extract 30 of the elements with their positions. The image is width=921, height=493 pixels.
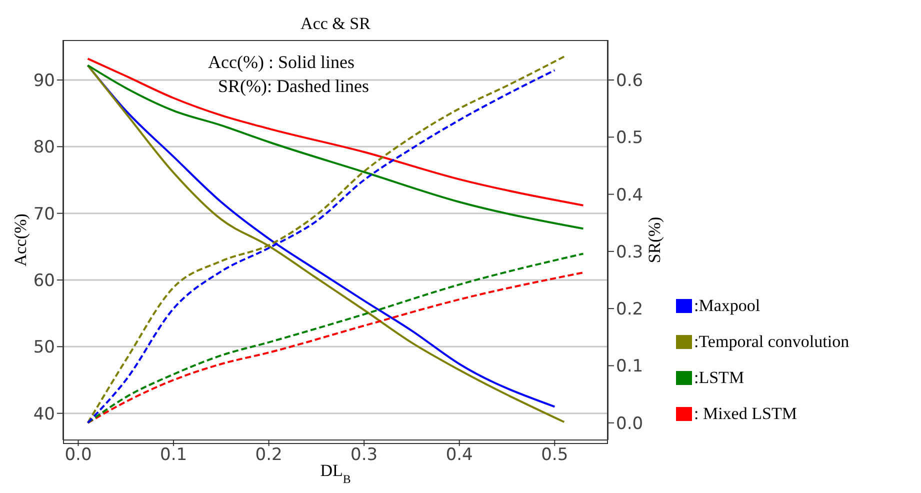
x-tick-label: 0.3	[350, 445, 378, 466]
annotation: SR(%): Dashed lines	[218, 76, 369, 97]
legend-label: :LSTM	[694, 368, 744, 388]
y-tick-label: 50	[33, 338, 55, 358]
y2-tick-label: 0.6	[616, 71, 644, 92]
legend-label: :Maxpool	[694, 296, 760, 316]
y2-tick-label: 0.5	[616, 128, 644, 148]
y-tick-label: 60	[33, 271, 55, 292]
x-tick-label: 0.0	[64, 445, 92, 466]
y-tick-label: 40	[33, 404, 55, 424]
y2-tick-label: 0.0	[616, 414, 644, 434]
annotation: Acc(%) : Solid lines	[208, 52, 354, 73]
x-tick-label: 0.2	[255, 445, 282, 466]
x-tick-label: 0.5	[541, 445, 568, 466]
x-tick-label: 0.1	[160, 445, 188, 466]
x-axis-title: DL$_{B}$	[320, 461, 351, 486]
y-axis-title: Acc(%)	[11, 214, 30, 266]
y2-tick-label: 0.1	[616, 356, 644, 377]
y-tick-label: 70	[33, 204, 55, 224]
legend-label: :Temporal convolution	[694, 332, 850, 352]
x-tick-label: 0.4	[446, 445, 473, 466]
legend-label: : Mixed LSTM	[694, 404, 797, 424]
y2-axis-title: SR(%)	[645, 216, 664, 264]
y2-tick-label: 0.3	[616, 242, 644, 262]
line-series	[86, 58, 584, 206]
y-tick-label: 90	[33, 71, 55, 92]
chart-title: Acc & SR	[300, 14, 372, 34]
y2-tick-label: 0.4	[616, 185, 644, 206]
y-tick-label: 80	[33, 138, 55, 158]
y2-tick-label: 0.2	[616, 300, 644, 320]
